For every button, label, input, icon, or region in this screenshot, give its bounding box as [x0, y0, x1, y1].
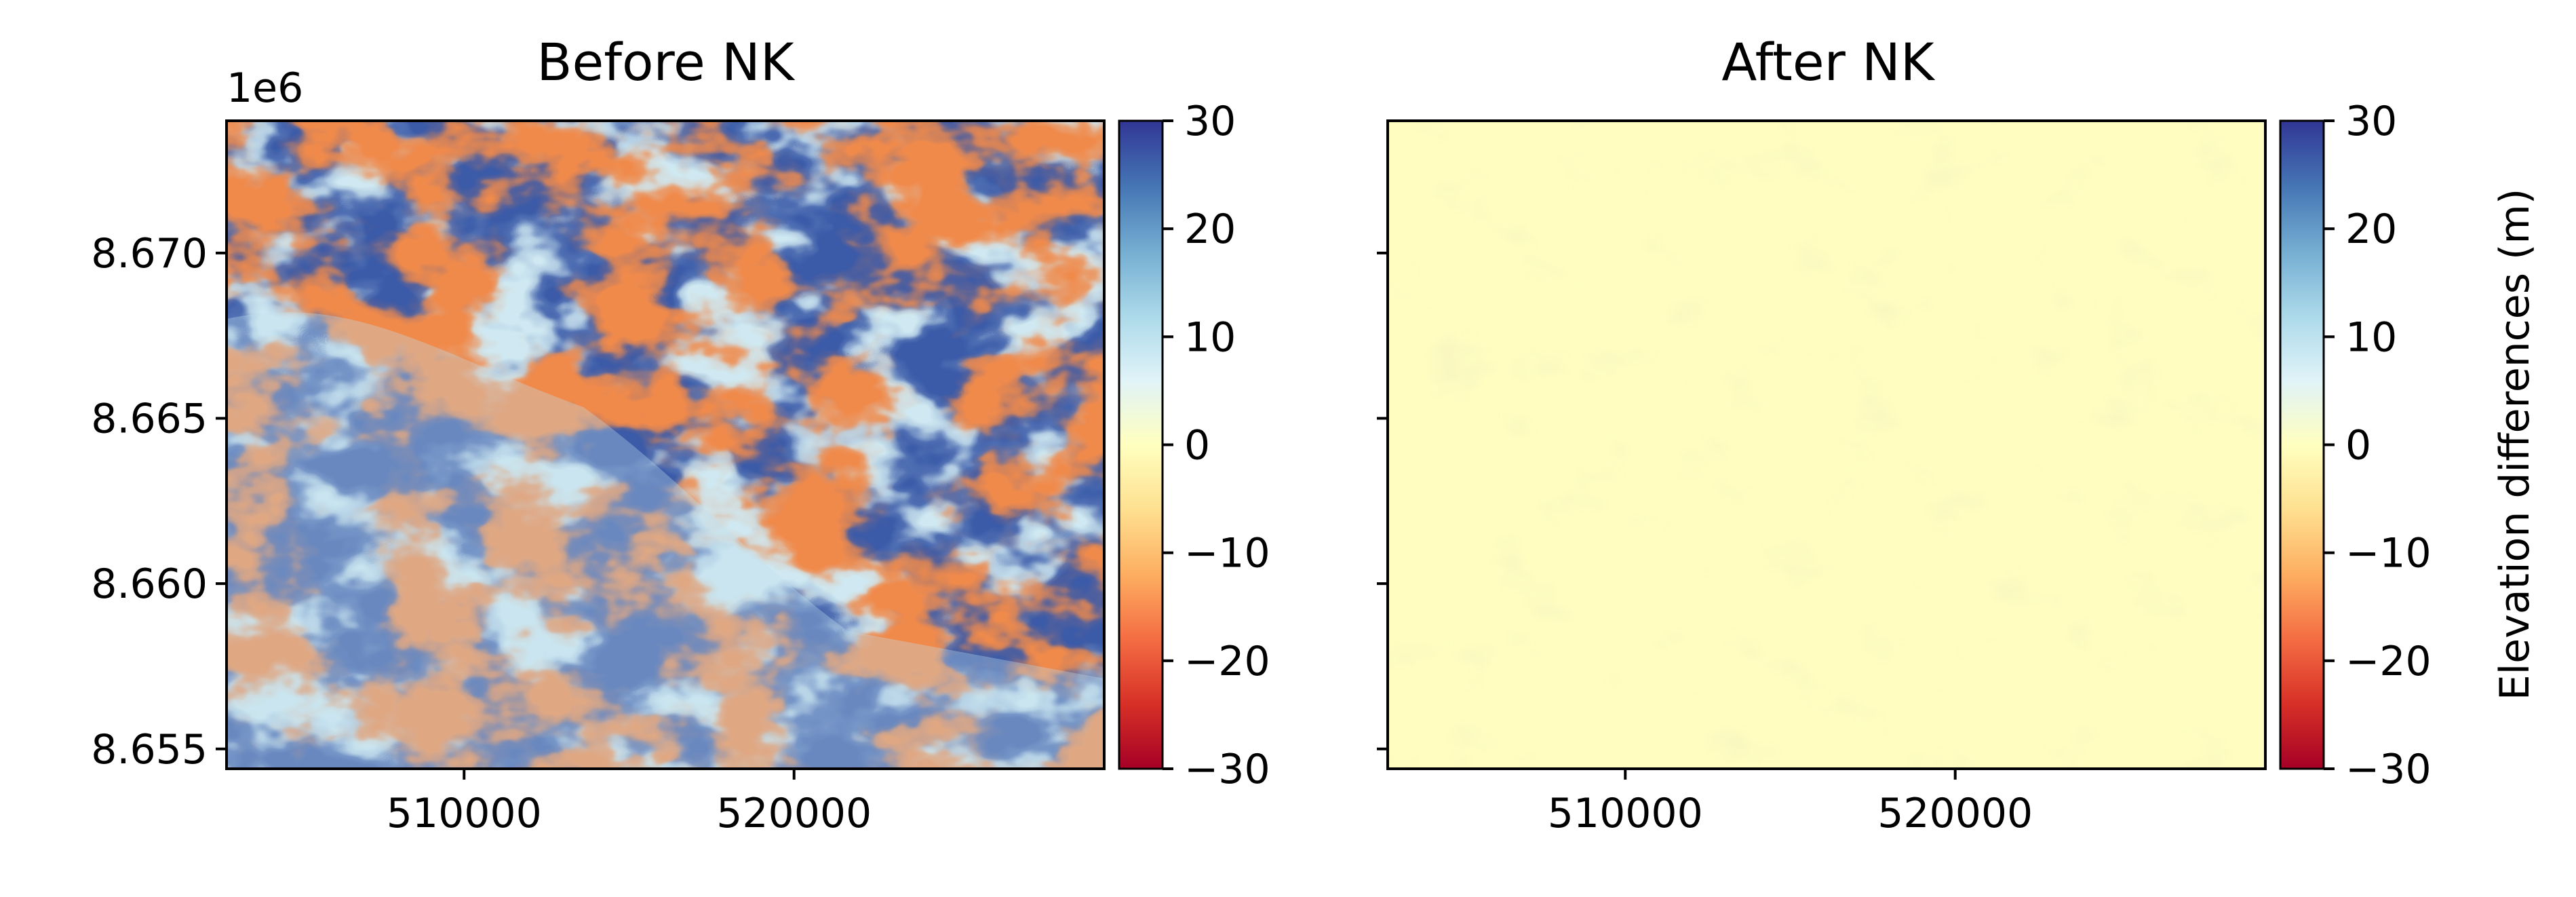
colorbar-tick-label: 20 — [1184, 206, 1236, 253]
plot-frame-after — [1386, 119, 2267, 770]
x-tick-label: 510000 — [1548, 790, 1703, 837]
colorbar-tick-label: −20 — [1184, 638, 1270, 685]
colorbar-label: Elevation differences (m) — [2491, 189, 2539, 701]
colorbar-tick-label: 30 — [1184, 98, 1236, 145]
y-tick-label: 8.660 — [91, 560, 208, 608]
y-offset-label: 1e6 — [227, 64, 303, 112]
colorbar-tick-label: −30 — [1184, 746, 1270, 793]
colorbar-tick-label: 0 — [2345, 422, 2371, 470]
x-tick-label: 520000 — [716, 790, 872, 837]
x-tick-label: 520000 — [1877, 790, 2033, 837]
title-after: After NK — [1721, 32, 1936, 92]
plot-frame-before — [225, 119, 1106, 770]
colorbar-after: 30 20 10 0 −10 −20 −30 — [2279, 98, 2432, 793]
y-axis-before: 8.655 8.660 8.665 8.670 — [91, 230, 227, 774]
panel-before: Before NK 1e6 8.655 8.660 8.665 8.670 51000… — [91, 32, 1270, 837]
panel-after: After NK 510000 520000 30 20 10 0 −10 −20 −30 E… — [1377, 32, 2539, 837]
colorbar-tick-label: −10 — [1184, 530, 1270, 577]
x-axis-after: 510000 520000 — [1548, 769, 2033, 837]
colorbar-tick-label: −20 — [2345, 638, 2432, 685]
heatmap-after — [1388, 121, 2265, 769]
colorbar-before: 30 20 10 0 −10 −20 −30 — [1118, 98, 1270, 793]
y-axis-after — [1377, 251, 1388, 750]
x-axis-before: 510000 520000 — [387, 769, 872, 837]
title-before: Before NK — [536, 32, 795, 92]
colorbar-tick-label: 0 — [1184, 422, 1210, 470]
y-tick-label: 8.655 — [91, 726, 208, 774]
colorbar-tick-label: 10 — [2345, 313, 2397, 361]
colorbar-tick-label: −10 — [2345, 530, 2432, 577]
y-tick-label: 8.670 — [91, 230, 208, 278]
y-tick-label: 8.665 — [91, 396, 208, 443]
colorbar-tick-label: −30 — [2345, 746, 2432, 793]
x-tick-label: 510000 — [387, 790, 542, 837]
colorbar-tick-label: 30 — [2345, 98, 2397, 145]
colorbar-tick-label: 10 — [1184, 313, 1236, 361]
colorbar-tick-label: 20 — [2345, 206, 2397, 253]
heatmap-before — [227, 121, 1104, 769]
